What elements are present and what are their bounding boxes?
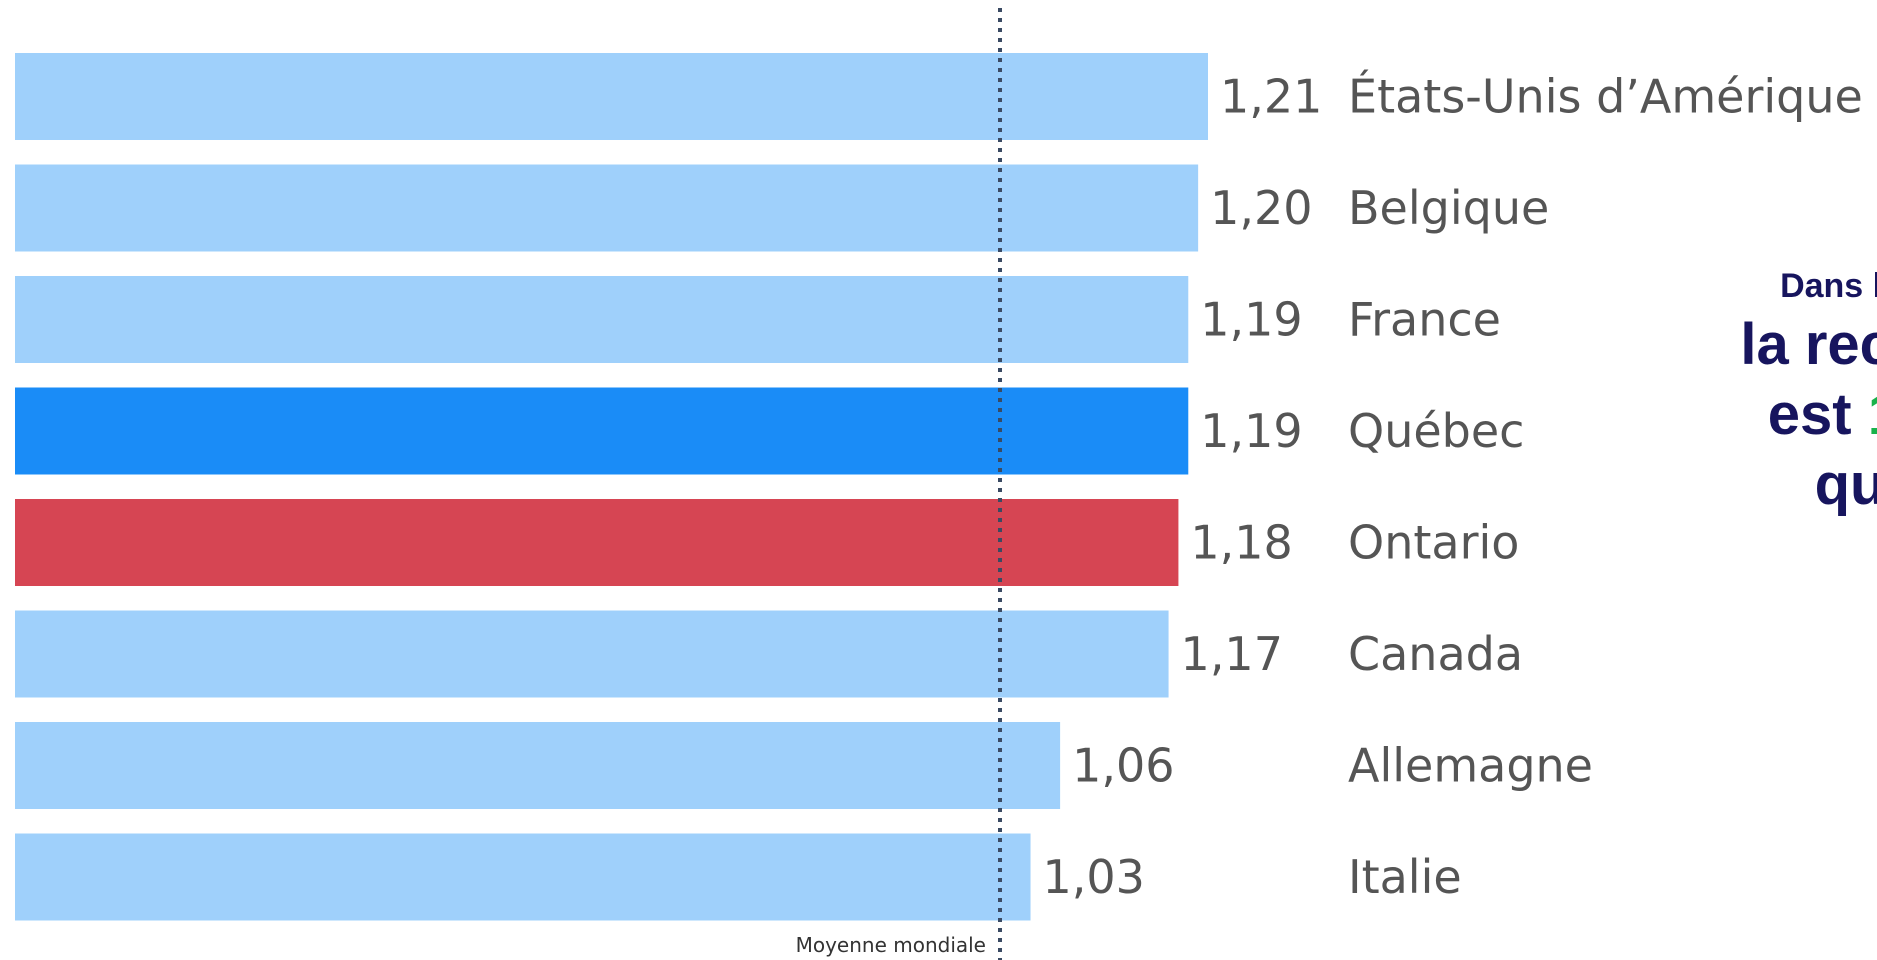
bar-quebec [15, 388, 1188, 475]
category-label-italie: Italie [1348, 850, 1462, 904]
callout-text: Dans les la reche est 19 qu [1640, 262, 1877, 520]
category-label-belgique: Belgique [1348, 181, 1549, 235]
category-label-quebec: Québec [1348, 404, 1524, 458]
category-label-etats-unis-d-amerique: États-Unis d’Amérique [1348, 70, 1863, 124]
category-label-allemagne: Allemagne [1348, 739, 1593, 793]
value-label-quebec: 1,19 [1200, 404, 1302, 458]
bar-france [15, 276, 1188, 363]
bar-belgique [15, 165, 1198, 252]
category-label-france: France [1348, 293, 1501, 347]
bar-italie [15, 834, 1031, 921]
bar-etats-unis-d-amerique [15, 53, 1208, 140]
value-label-france: 1,19 [1200, 293, 1302, 347]
callout-line-2: la reche [1640, 310, 1877, 380]
value-label-ontario: 1,18 [1190, 516, 1292, 570]
callout-line-1: Dans les [1640, 262, 1877, 310]
callout-line-4: qu [1640, 450, 1877, 520]
value-label-allemagne: 1,06 [1072, 739, 1174, 793]
bar-allemagne [15, 722, 1060, 809]
value-label-etats-unis-d-amerique: 1,21 [1220, 70, 1322, 124]
category-label-canada: Canada [1348, 627, 1523, 681]
callout-highlight: 19 [1868, 382, 1877, 447]
callout-line-3: est 19 [1640, 380, 1877, 450]
value-label-belgique: 1,20 [1210, 181, 1312, 235]
value-label-canada: 1,17 [1181, 627, 1283, 681]
value-label-italie: 1,03 [1043, 850, 1145, 904]
reference-line-label: Moyenne mondiale [796, 933, 986, 957]
category-label-ontario: Ontario [1348, 516, 1519, 570]
callout-line-3-prefix: est [1768, 382, 1868, 447]
bar-canada [15, 611, 1169, 698]
bar-ontario [15, 499, 1178, 586]
